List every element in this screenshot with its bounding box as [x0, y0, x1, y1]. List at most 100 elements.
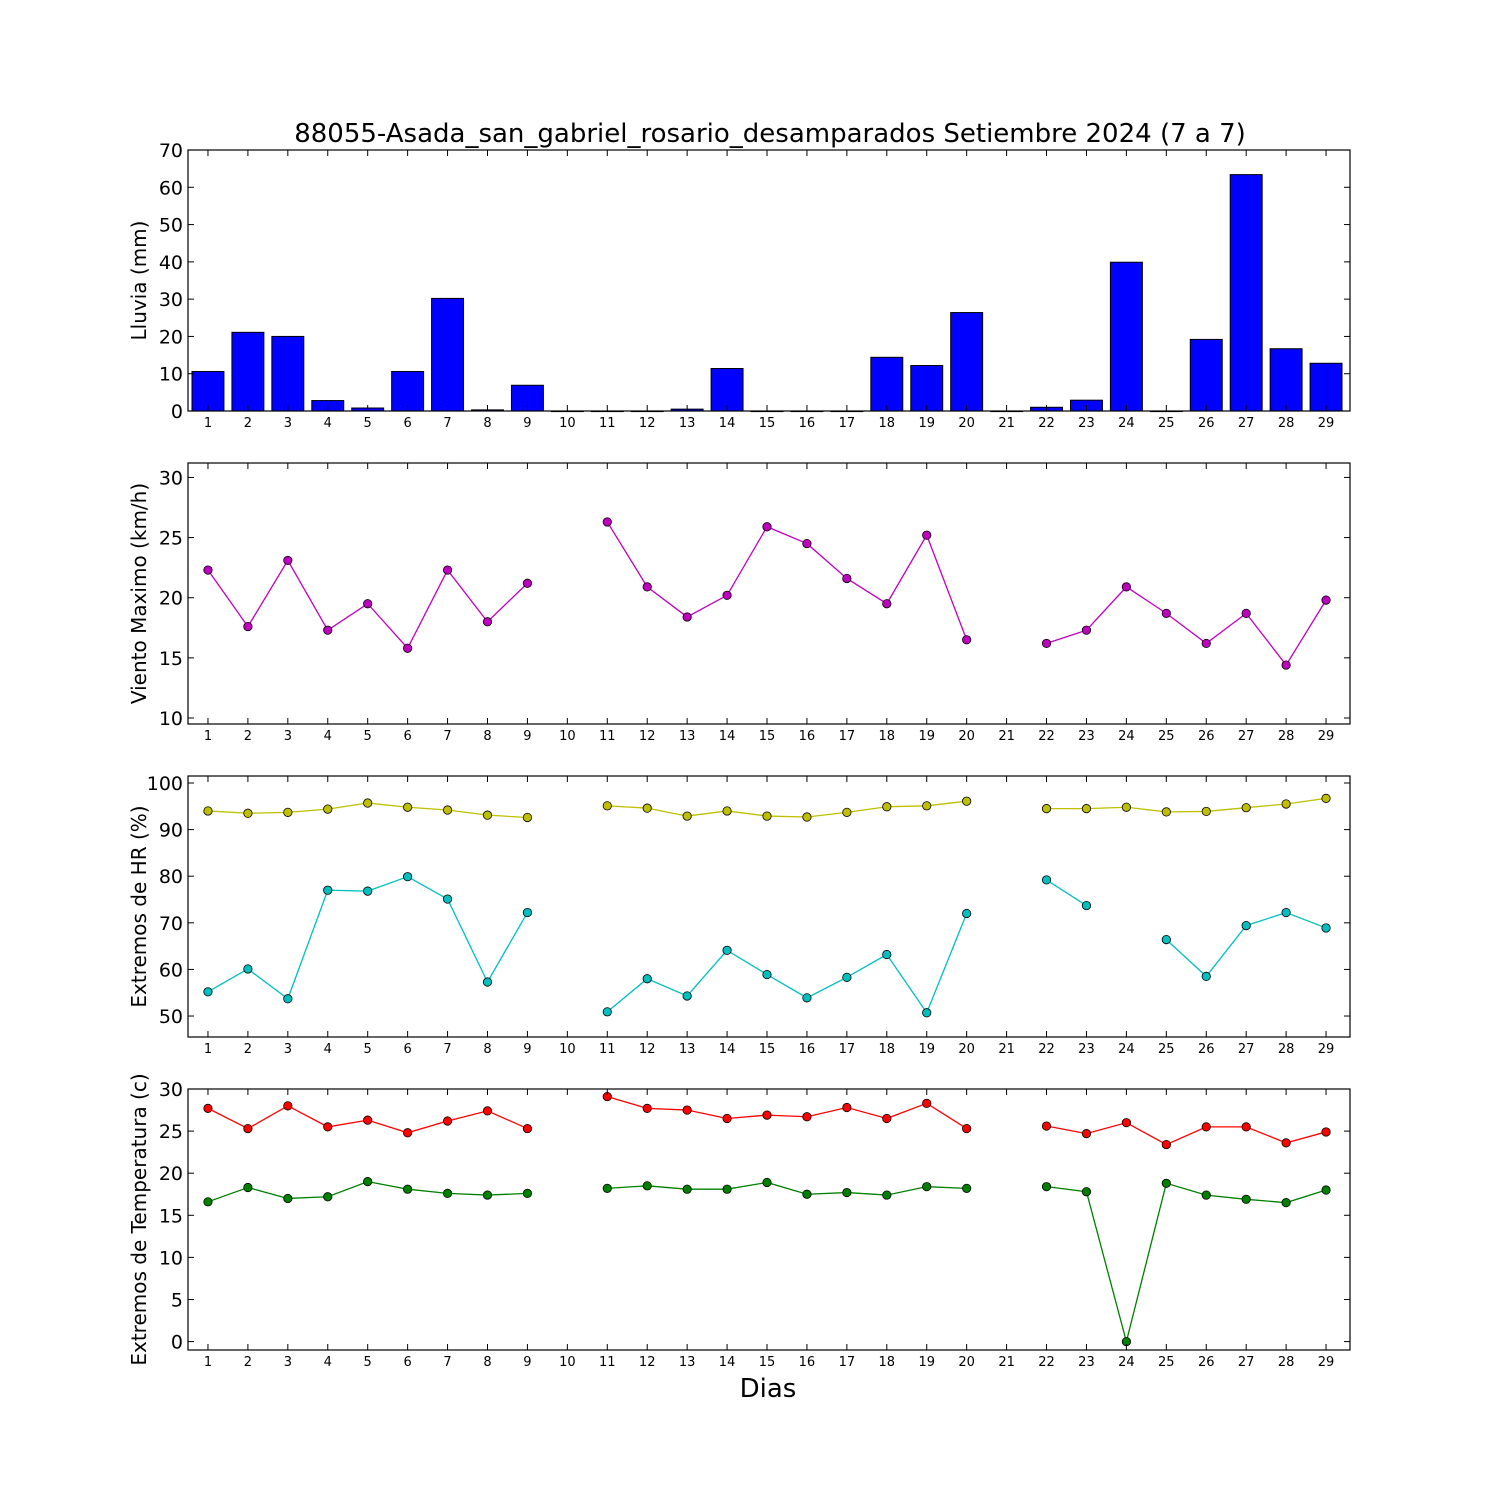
axes-frame	[187, 149, 1351, 412]
x-tick-label: 13	[679, 729, 696, 744]
x-tick-label: 21	[998, 1042, 1015, 1057]
point-s1-day-12	[642, 803, 652, 813]
y-tick-label: 15	[159, 1205, 183, 1227]
point-s2-day-13	[682, 1184, 692, 1194]
x-tick-label: 13	[679, 416, 696, 431]
x-tick-label: 14	[719, 729, 736, 744]
x-tick-label: 17	[839, 1042, 856, 1057]
y-tick-label: 60	[159, 959, 183, 981]
y-axis-label: Lluvia (mm)	[127, 221, 151, 341]
point-s1-day-25	[1161, 608, 1171, 618]
point-s2-day-18	[882, 1190, 892, 1200]
x-tick-label: 8	[483, 416, 491, 431]
figure-title: 88055-Asada_san_gabriel_rosario_desampar…	[294, 119, 1246, 149]
x-tick-label: 15	[759, 729, 776, 744]
point-s1-day-24	[1121, 1118, 1131, 1128]
axes-frame	[187, 462, 1351, 725]
point-s1-day-2	[243, 1123, 253, 1134]
bar-day-29	[1309, 362, 1343, 412]
point-s2-day-12	[642, 974, 652, 984]
point-s1-day-27	[1241, 608, 1251, 618]
x-tick-label: 16	[799, 1042, 816, 1057]
point-s2-day-9	[522, 1188, 533, 1199]
point-s2-day-17	[842, 1187, 852, 1198]
y-tick-label: 20	[159, 326, 183, 348]
point-s1-day-2	[243, 621, 253, 632]
point-s1-day-19	[922, 530, 932, 540]
point-s1-day-8	[482, 810, 493, 820]
point-s1-day-4	[323, 804, 333, 814]
point-s2-day-14	[722, 1184, 732, 1194]
point-s1-day-20	[962, 1123, 972, 1134]
y-tick-label: 25	[159, 528, 183, 550]
x-tick-label: 5	[364, 1355, 372, 1370]
x-tick-label: 10	[559, 729, 576, 744]
x-tick-label: 12	[639, 1042, 656, 1057]
point-s1-day-3	[283, 555, 293, 566]
bar-day-1	[191, 370, 225, 412]
point-s1-day-8	[482, 1106, 493, 1116]
point-s1-day-1	[203, 1103, 213, 1113]
x-tick-label: 10	[559, 1355, 576, 1370]
point-s2-day-19	[922, 1182, 932, 1192]
x-tick-label: 28	[1278, 416, 1295, 431]
point-s2-day-12	[642, 1181, 652, 1191]
x-tick-label: 20	[958, 416, 975, 431]
point-s1-day-12	[642, 582, 652, 592]
x-tick-label: 16	[799, 1355, 816, 1370]
x-tick-label: 20	[958, 729, 975, 744]
y-axis-label: Extremos de Temperatura (c)	[127, 1073, 151, 1365]
point-s1-day-28	[1281, 1138, 1291, 1148]
point-s1-day-4	[323, 1122, 333, 1132]
x-tick-label: 6	[403, 1355, 411, 1370]
x-tick-label: 29	[1318, 729, 1335, 744]
point-s2-day-5	[363, 1177, 373, 1187]
x-tick-label: 2	[244, 729, 252, 744]
y-tick-label: 60	[159, 177, 183, 199]
point-s1-day-4	[323, 625, 333, 635]
x-tick-label: 18	[879, 416, 896, 431]
point-s1-day-26	[1201, 638, 1211, 649]
x-tick-label: 6	[403, 1042, 411, 1057]
x-tick-label: 7	[443, 1355, 451, 1370]
point-s2-day-6	[403, 1184, 413, 1194]
point-s1-day-5	[363, 1115, 373, 1125]
bar-day-27	[1229, 174, 1263, 412]
x-tick-label: 2	[244, 1042, 252, 1057]
x-tick-label: 15	[759, 416, 776, 431]
axes-frame	[187, 775, 1351, 1038]
series-line-2	[606, 913, 968, 1015]
axes-frame	[187, 1088, 1351, 1351]
point-s1-day-15	[762, 1110, 772, 1120]
point-s1-day-5	[363, 798, 373, 808]
x-tick-label: 5	[364, 416, 372, 431]
point-s2-day-23	[1081, 1187, 1092, 1197]
y-tick-label: 5	[171, 1289, 183, 1311]
point-s2-day-20	[962, 908, 972, 919]
point-s1-day-2	[243, 808, 253, 818]
point-s1-day-7	[442, 1116, 453, 1126]
x-tick-label: 19	[918, 416, 935, 431]
x-tick-label: 8	[483, 1042, 491, 1057]
series-line-1	[1046, 1121, 1327, 1146]
x-tick-label: 12	[639, 416, 656, 431]
point-s1-day-25	[1161, 807, 1171, 817]
x-tick-label: 11	[599, 416, 616, 431]
point-s2-day-26	[1201, 971, 1211, 982]
x-tick-label: 5	[364, 1042, 372, 1057]
y-tick-label: 70	[159, 140, 183, 162]
point-s2-day-1	[203, 987, 213, 997]
point-s1-day-6	[403, 643, 413, 653]
x-tick-label: 8	[483, 729, 491, 744]
point-s1-day-13	[682, 612, 692, 622]
point-s2-day-23	[1081, 900, 1092, 911]
x-axis-label: Dias	[740, 1374, 797, 1404]
y-tick-label: 20	[159, 588, 183, 610]
point-s1-day-22	[1041, 804, 1052, 814]
y-tick-label: 50	[159, 215, 183, 237]
series-line-1	[1046, 797, 1327, 813]
point-s1-day-27	[1241, 803, 1251, 813]
x-tick-label: 19	[918, 1042, 935, 1057]
x-tick-label: 22	[1038, 1042, 1055, 1057]
